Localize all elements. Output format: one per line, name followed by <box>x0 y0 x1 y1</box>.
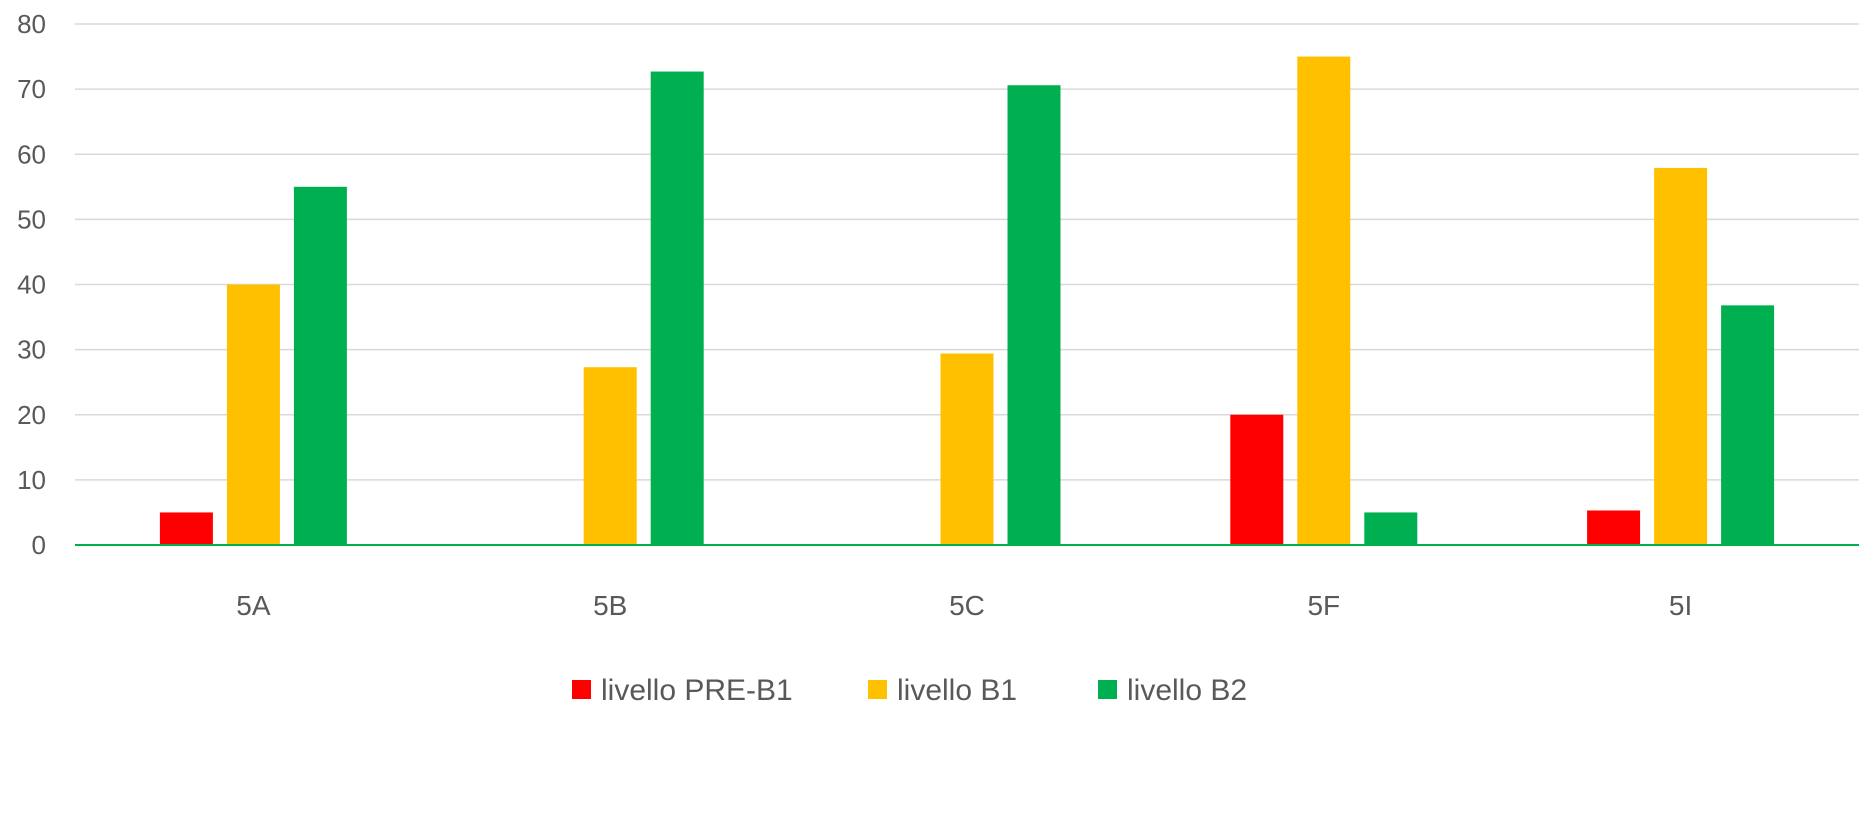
bar-5b-series-2 <box>583 367 637 545</box>
y-tick-label: 60 <box>17 139 46 169</box>
x-category-label: 5B <box>593 590 627 621</box>
y-tick-label: 70 <box>17 74 46 104</box>
x-category-label: 5C <box>949 590 985 621</box>
legend-label: livello PRE-B1 <box>601 674 793 707</box>
legend-label: livello B1 <box>897 674 1017 707</box>
y-axis-tick-labels: 0 10 20 30 40 50 60 70 80 <box>17 9 46 560</box>
legend-swatch <box>1098 680 1117 699</box>
y-tick-label: 30 <box>17 335 46 365</box>
bar-5c-series-2 <box>940 353 994 545</box>
bars <box>159 56 1775 545</box>
bar-5c-series-3 <box>1007 85 1061 545</box>
legend-label: livello B2 <box>1127 674 1247 707</box>
bar-5f-series-1 <box>1230 414 1284 545</box>
y-tick-label: 20 <box>17 400 46 430</box>
x-category-label: 5A <box>236 590 271 621</box>
bar-5i-series-2 <box>1654 167 1708 545</box>
bar-5b-series-3 <box>650 71 704 545</box>
y-tick-label: 40 <box>17 270 46 300</box>
y-tick-label: 10 <box>17 465 46 495</box>
bar-5f-series-3 <box>1364 512 1418 545</box>
legend-swatch <box>868 680 887 699</box>
bar-5i-series-1 <box>1587 510 1641 545</box>
gridlines <box>75 23 1859 481</box>
bar-5f-series-2 <box>1297 56 1351 545</box>
legend: livello PRE-B1 livello B1 livello B2 <box>572 674 1247 707</box>
bar-5a-series-2 <box>226 284 280 545</box>
bar-5a-series-3 <box>293 186 347 545</box>
x-axis-category-labels: 5A 5B 5C 5F 5I <box>236 590 1692 621</box>
x-category-label: 5I <box>1669 590 1692 621</box>
legend-swatch <box>572 680 591 699</box>
bar-5a-series-1 <box>159 512 213 545</box>
y-tick-label: 80 <box>17 9 46 39</box>
bar-5i-series-3 <box>1721 305 1775 545</box>
y-tick-label: 0 <box>32 530 46 560</box>
y-tick-label: 50 <box>17 204 46 234</box>
x-category-label: 5F <box>1307 590 1340 621</box>
